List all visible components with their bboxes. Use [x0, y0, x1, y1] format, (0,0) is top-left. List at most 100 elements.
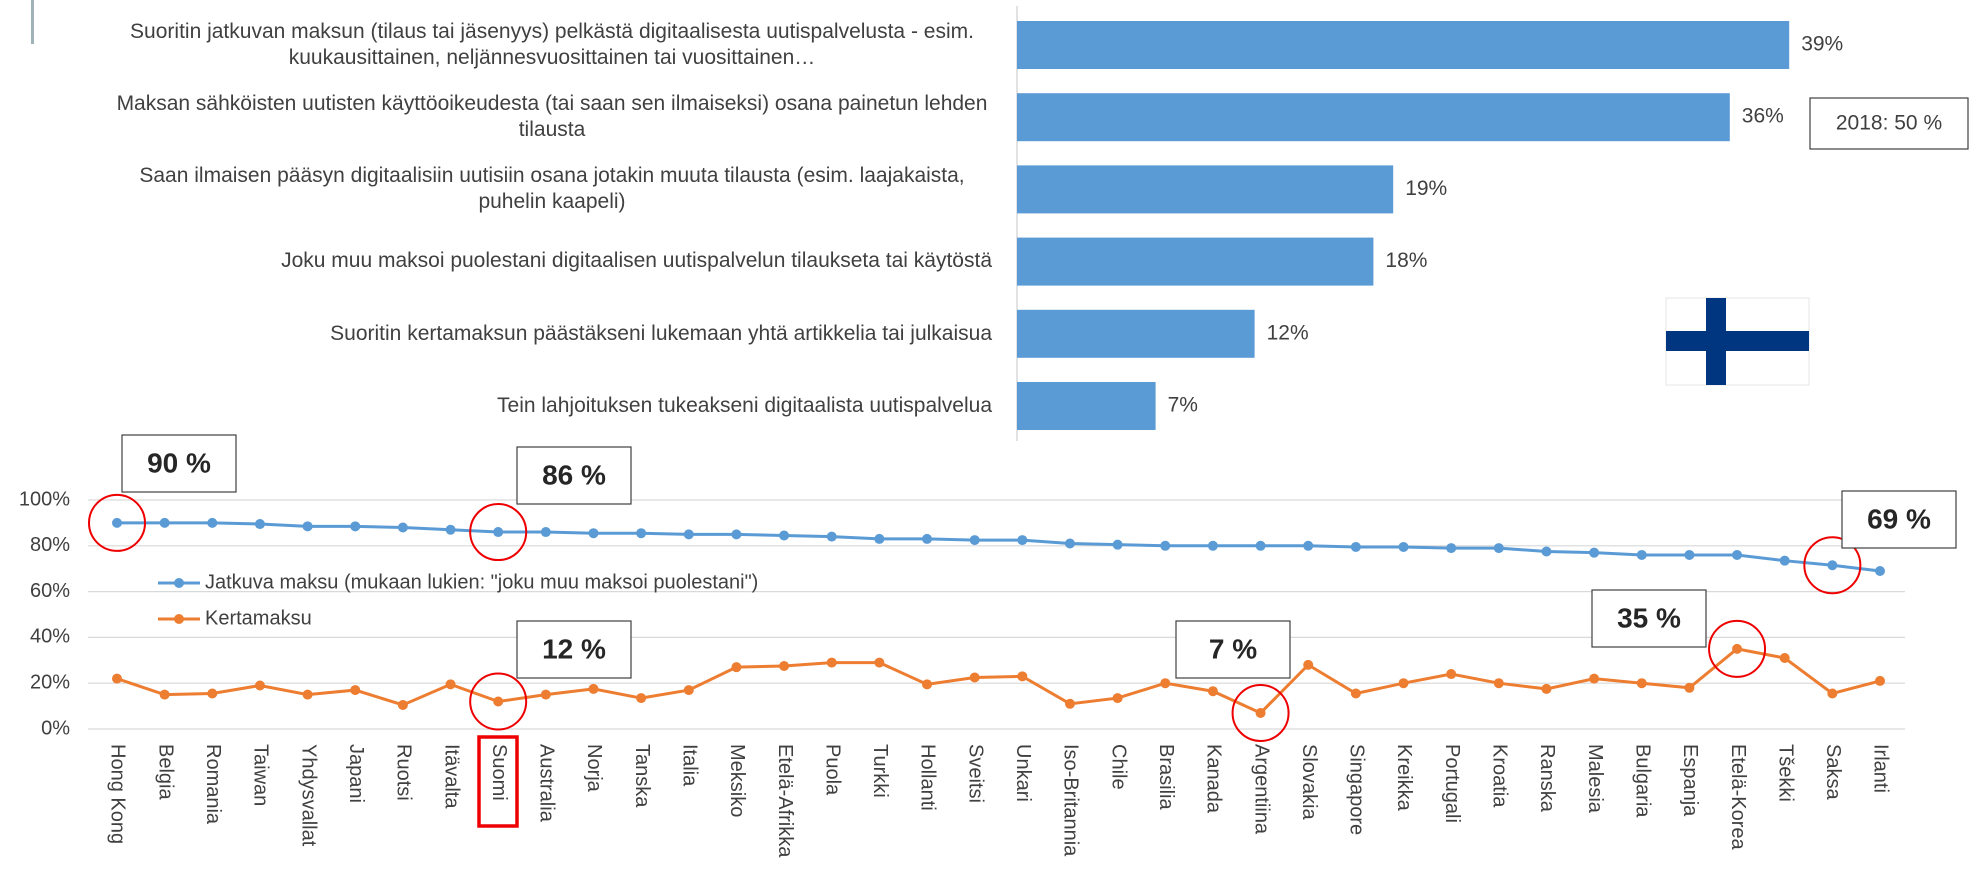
- point: [1493, 678, 1504, 689]
- value-label: 36%: [1742, 105, 1784, 128]
- point: [731, 529, 742, 540]
- point: [350, 521, 361, 532]
- point: [779, 661, 790, 672]
- x-tick-label: Kroatia: [1489, 744, 1511, 808]
- point: [1350, 541, 1361, 552]
- annotation-box: [516, 446, 632, 505]
- point: [1112, 539, 1123, 550]
- y-tick-label: 20%: [30, 671, 70, 693]
- x-tick-label: Kreikka: [1393, 744, 1415, 812]
- annotation-box: [121, 434, 237, 493]
- x-tick-label: Taiwan: [250, 744, 272, 806]
- annotation-box: [1809, 97, 1969, 150]
- point: [445, 524, 456, 535]
- point: [922, 679, 933, 690]
- value-label: 12%: [1267, 321, 1309, 344]
- point: [112, 673, 122, 684]
- y-tick-label: 60%: [30, 580, 70, 602]
- x-tick-label: Slovakia: [1298, 744, 1320, 820]
- point: [1398, 541, 1409, 552]
- category-label: Suoritin jatkuvan maksun (tilaus tai jäs…: [130, 19, 974, 69]
- x-tick-label: Argentiina: [1250, 744, 1272, 835]
- x-tick-label: Suomi: [488, 744, 510, 801]
- point: [493, 696, 504, 707]
- annotation-box: [1591, 589, 1707, 648]
- point: [1636, 678, 1647, 689]
- point: [1064, 538, 1075, 549]
- point: [826, 657, 837, 668]
- point: [207, 688, 218, 699]
- annotation: 2018: 50 %: [1836, 112, 1942, 135]
- x-tick-label: Australia: [536, 744, 558, 823]
- point: [540, 689, 551, 700]
- category-label: Maksan sähköisten uutisten käyttöoikeude…: [116, 91, 988, 142]
- annotation: 7 %: [1209, 633, 1257, 664]
- point: [969, 672, 980, 683]
- category-label: Saan ilmaisen pääsyn digitaalisiin uutis…: [139, 164, 965, 214]
- x-tick-label: Etelä-Korea: [1727, 744, 1749, 850]
- x-tick-label: Hollanti: [917, 744, 939, 811]
- x-tick-label: Saksa: [1822, 744, 1844, 800]
- category-label: Tein lahjoituksen tukeakseni digitaalist…: [497, 393, 992, 417]
- point: [302, 521, 313, 532]
- point: [112, 517, 122, 528]
- annotation-box: [1841, 490, 1957, 549]
- value-label: 39%: [1801, 33, 1843, 56]
- point: [254, 519, 265, 530]
- point: [826, 531, 837, 542]
- category-label-box: Tein lahjoituksen tukeakseni digitaalist…: [112, 371, 992, 441]
- point: [1255, 707, 1266, 718]
- point: [302, 689, 313, 700]
- x-tick-label: Sveitsi: [964, 744, 986, 803]
- point: [1875, 565, 1885, 576]
- x-tick-label: Malesia: [1584, 744, 1606, 814]
- x-tick-label: Tanska: [631, 744, 653, 808]
- x-tick-label: Ranska: [1536, 744, 1558, 813]
- x-tick-label: Singapore: [1346, 744, 1368, 835]
- x-tick-label: Japani: [345, 744, 367, 803]
- x-tick-label: Itävalta: [440, 744, 462, 809]
- point: [588, 528, 599, 539]
- point: [1446, 543, 1457, 554]
- point: [731, 662, 742, 673]
- x-tick-label: Unkari: [1012, 744, 1034, 802]
- point: [1207, 540, 1218, 551]
- legend-marker: [174, 614, 184, 624]
- point: [874, 533, 885, 544]
- point: [1398, 678, 1409, 689]
- point: [159, 689, 170, 700]
- legend-marker: [174, 578, 184, 588]
- annotation: 35 %: [1617, 602, 1681, 633]
- point: [1446, 669, 1457, 680]
- point: [1589, 547, 1600, 558]
- value-label: 18%: [1385, 249, 1427, 272]
- y-tick-label: 100%: [19, 488, 70, 510]
- highlight-circle: [1708, 619, 1767, 678]
- point: [1875, 675, 1885, 686]
- x-tick-label: Hong Kong: [107, 744, 129, 844]
- x-tick-label: Norja: [583, 744, 605, 793]
- line: [116, 647, 1881, 715]
- point: [922, 533, 933, 544]
- annotation: 69 %: [1867, 503, 1931, 534]
- point: [1827, 560, 1838, 571]
- highlight-circle: [1803, 536, 1862, 595]
- point: [350, 685, 361, 696]
- point: [1255, 540, 1266, 551]
- category-label-box: Maksan sähköisten uutisten käyttöoikeude…: [112, 82, 992, 152]
- bar: [1017, 309, 1255, 358]
- category-label-box: Saan ilmaisen pääsyn digitaalisiin uutis…: [112, 154, 992, 224]
- x-tick-label: Bulgaria: [1631, 744, 1653, 818]
- point: [779, 530, 790, 541]
- highlight-box: [477, 735, 519, 828]
- x-tick-label: Kanada: [1203, 744, 1225, 814]
- x-tick-label: Espanja: [1679, 744, 1701, 817]
- x-tick-label: Belgia: [154, 744, 176, 800]
- point: [445, 679, 456, 690]
- point: [540, 527, 551, 538]
- x-tick-label: Puola: [821, 744, 843, 796]
- x-tick-label: Portugali: [1441, 744, 1463, 823]
- highlight-circle: [469, 672, 528, 731]
